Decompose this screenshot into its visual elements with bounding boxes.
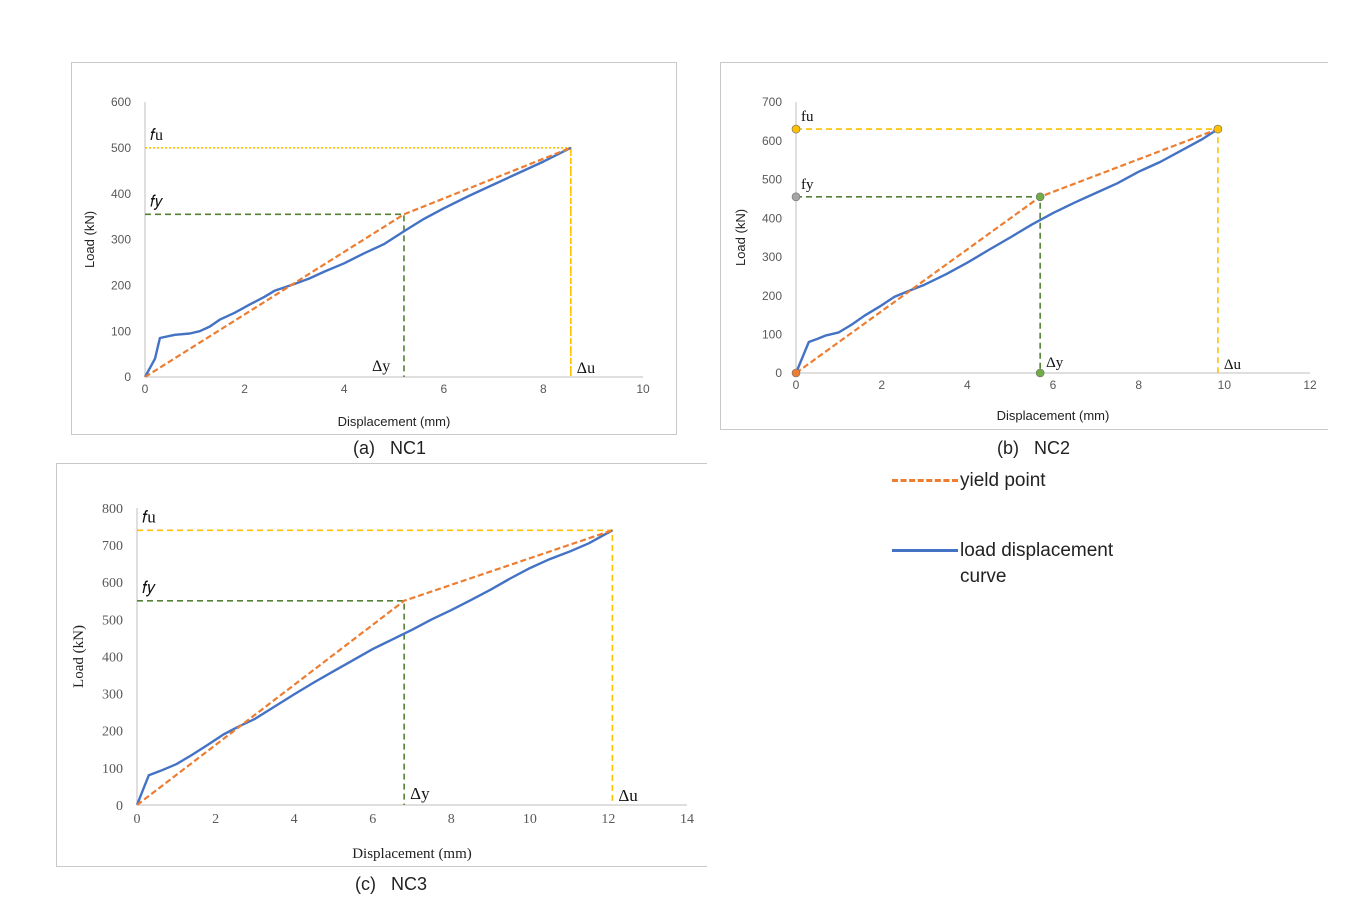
marker-origin-nc2	[791, 368, 801, 378]
y-tick-label-nc3: 600	[102, 576, 123, 591]
annotation-fu-nc2: fu	[801, 109, 814, 125]
caption-nc1: (a) NC1	[353, 438, 427, 458]
fu-guide-line-nc1	[145, 147, 572, 377]
chart-panel-nc1: 0 2 4 6 8 10 0 100 200 300 400 500 600 Displacement (…	[71, 62, 677, 435]
marker-dy-axis-nc2	[1035, 368, 1045, 378]
x-tick-label-nc1: 2	[241, 382, 248, 396]
legend-swatch-load-displacement-curve	[892, 549, 958, 552]
chart-svg-nc2: 0 2 4 6 8 10 12 0 100 200 300 400 500 600 700 Displacem…	[733, 95, 1317, 423]
load-curve-line-nc1	[143, 146, 572, 378]
annotation-du-nc3: Δu	[618, 786, 638, 805]
x-tick-label-nc1: 6	[440, 382, 447, 396]
chart-svg-nc3: 0 2 4 6 8 10 12 14 0 100 200 300 400 500 600 700 800 Disp…	[71, 502, 694, 862]
legend-label-yield-point: yield point	[960, 470, 1046, 491]
fy-guide-line-nc3	[137, 600, 405, 805]
x-tick-label-nc2: 4	[964, 378, 971, 392]
legend-item-load-displacement-curve: load displacement curve	[892, 538, 1150, 590]
caption-nc2: (b) NC2	[997, 438, 1071, 458]
marker-ultimate-nc2	[1213, 124, 1223, 134]
x-tick-label-nc2: 2	[878, 378, 885, 392]
x-tick-label-nc3: 0	[134, 812, 141, 827]
annotation-fu-nc1: 𝑓u	[150, 127, 163, 144]
annotation-dy-nc3: Δy	[410, 784, 430, 803]
x-tick-label-nc1: 0	[142, 382, 149, 396]
x-tick-label-nc1: 4	[341, 382, 348, 396]
chart-panel-nc2: 0 2 4 6 8 10 12 0 100 200 300 400 500 600 700 Displacem…	[720, 62, 1328, 430]
y-tick-label-nc2: 0	[775, 366, 782, 380]
y-tick-label-nc2: 600	[762, 134, 782, 148]
marker-fu-axis-nc2	[791, 124, 801, 134]
x-axis-title-nc2: Displacement (mm)	[997, 408, 1110, 423]
y-tick-label-nc3: 300	[102, 688, 123, 703]
load-curve-line-nc3	[135, 529, 613, 806]
annotation-dy-nc1: Δy	[372, 358, 390, 375]
y-tick-label-nc3: 100	[102, 762, 123, 777]
annotation-du-nc1: Δu	[577, 360, 595, 377]
y-tick-label-nc2: 400	[762, 211, 782, 225]
y-axis-title-nc1: Load (kN)	[82, 211, 97, 268]
x-tick-label-nc3: 6	[369, 812, 376, 827]
y-tick-label-nc2: 200	[762, 289, 782, 303]
x-tick-label-nc1: 8	[540, 382, 547, 396]
annotation-dy-nc2: Δy	[1046, 355, 1064, 371]
x-tick-label-nc3: 4	[291, 812, 298, 827]
legend: yield point load displacement curve	[892, 468, 1192, 598]
marker-yield-nc2	[1035, 192, 1045, 202]
yield-point-line-nc1	[144, 146, 572, 378]
x-tick-label-nc2: 6	[1050, 378, 1057, 392]
x-tick-label-nc1: 10	[636, 382, 650, 396]
x-tick-label-nc3: 12	[601, 812, 615, 827]
y-tick-label-nc1: 100	[111, 324, 131, 338]
legend-item-yield-point: yield point	[892, 468, 1150, 494]
x-tick-label-nc3: 8	[448, 812, 455, 827]
annotation-fu-nc3: 𝑓u	[142, 507, 156, 526]
x-tick-label-nc2: 0	[793, 378, 800, 392]
load-curve-line-nc2	[794, 128, 1219, 374]
chart-panel-nc3: 0 2 4 6 8 10 12 14 0 100 200 300 400 500 600 700 800 Disp…	[56, 463, 707, 867]
x-tick-label-nc2: 10	[1218, 378, 1232, 392]
y-axis-title-nc2: Load (kN)	[733, 209, 748, 266]
y-tick-label-nc3: 400	[102, 650, 123, 665]
x-tick-label-nc3: 10	[523, 812, 537, 827]
x-tick-label-nc2: 8	[1135, 378, 1142, 392]
caption-nc3: (c) NC3	[355, 874, 427, 894]
y-tick-label-nc3: 500	[102, 613, 123, 628]
y-tick-label-nc1: 500	[111, 141, 131, 155]
y-tick-label-nc1: 600	[111, 95, 131, 109]
yield-point-line-nc3	[136, 529, 613, 806]
annotation-du-nc2: Δu	[1224, 357, 1242, 373]
y-tick-label-nc1: 400	[111, 187, 131, 201]
y-tick-label-nc2: 700	[762, 95, 782, 109]
y-tick-label-nc3: 700	[102, 539, 123, 554]
fu-guide-line-nc3	[137, 529, 614, 805]
y-tick-label-nc3: 800	[102, 502, 123, 517]
x-axis-title-nc3: Displacement (mm)	[352, 846, 472, 862]
marker-fy-axis-nc2	[791, 192, 801, 202]
y-axis-title-nc3: Load (kN)	[71, 625, 87, 688]
y-tick-label-nc3: 200	[102, 725, 123, 740]
annotation-fy-nc2: fy	[801, 177, 814, 193]
y-tick-label-nc1: 200	[111, 279, 131, 293]
y-tick-label-nc1: 300	[111, 233, 131, 247]
y-tick-label-nc3: 0	[116, 799, 123, 814]
x-tick-label-nc2: 12	[1303, 378, 1317, 392]
y-tick-label-nc2: 100	[762, 327, 782, 341]
y-tick-label-nc1: 0	[124, 370, 131, 384]
y-tick-label-nc2: 300	[762, 250, 782, 264]
legend-label-load-displacement-curve: load displacement curve	[960, 540, 1114, 587]
annotation-fy-nc3: 𝑓𝑦	[142, 578, 156, 597]
x-tick-label-nc3: 2	[212, 812, 219, 827]
legend-swatch-yield-point	[892, 479, 958, 482]
x-tick-label-nc3: 14	[680, 812, 694, 827]
annotation-fy-nc1: 𝑓𝑦	[150, 193, 164, 210]
y-tick-label-nc2: 500	[762, 173, 782, 187]
x-axis-title-nc1: Displacement (mm)	[338, 414, 451, 429]
